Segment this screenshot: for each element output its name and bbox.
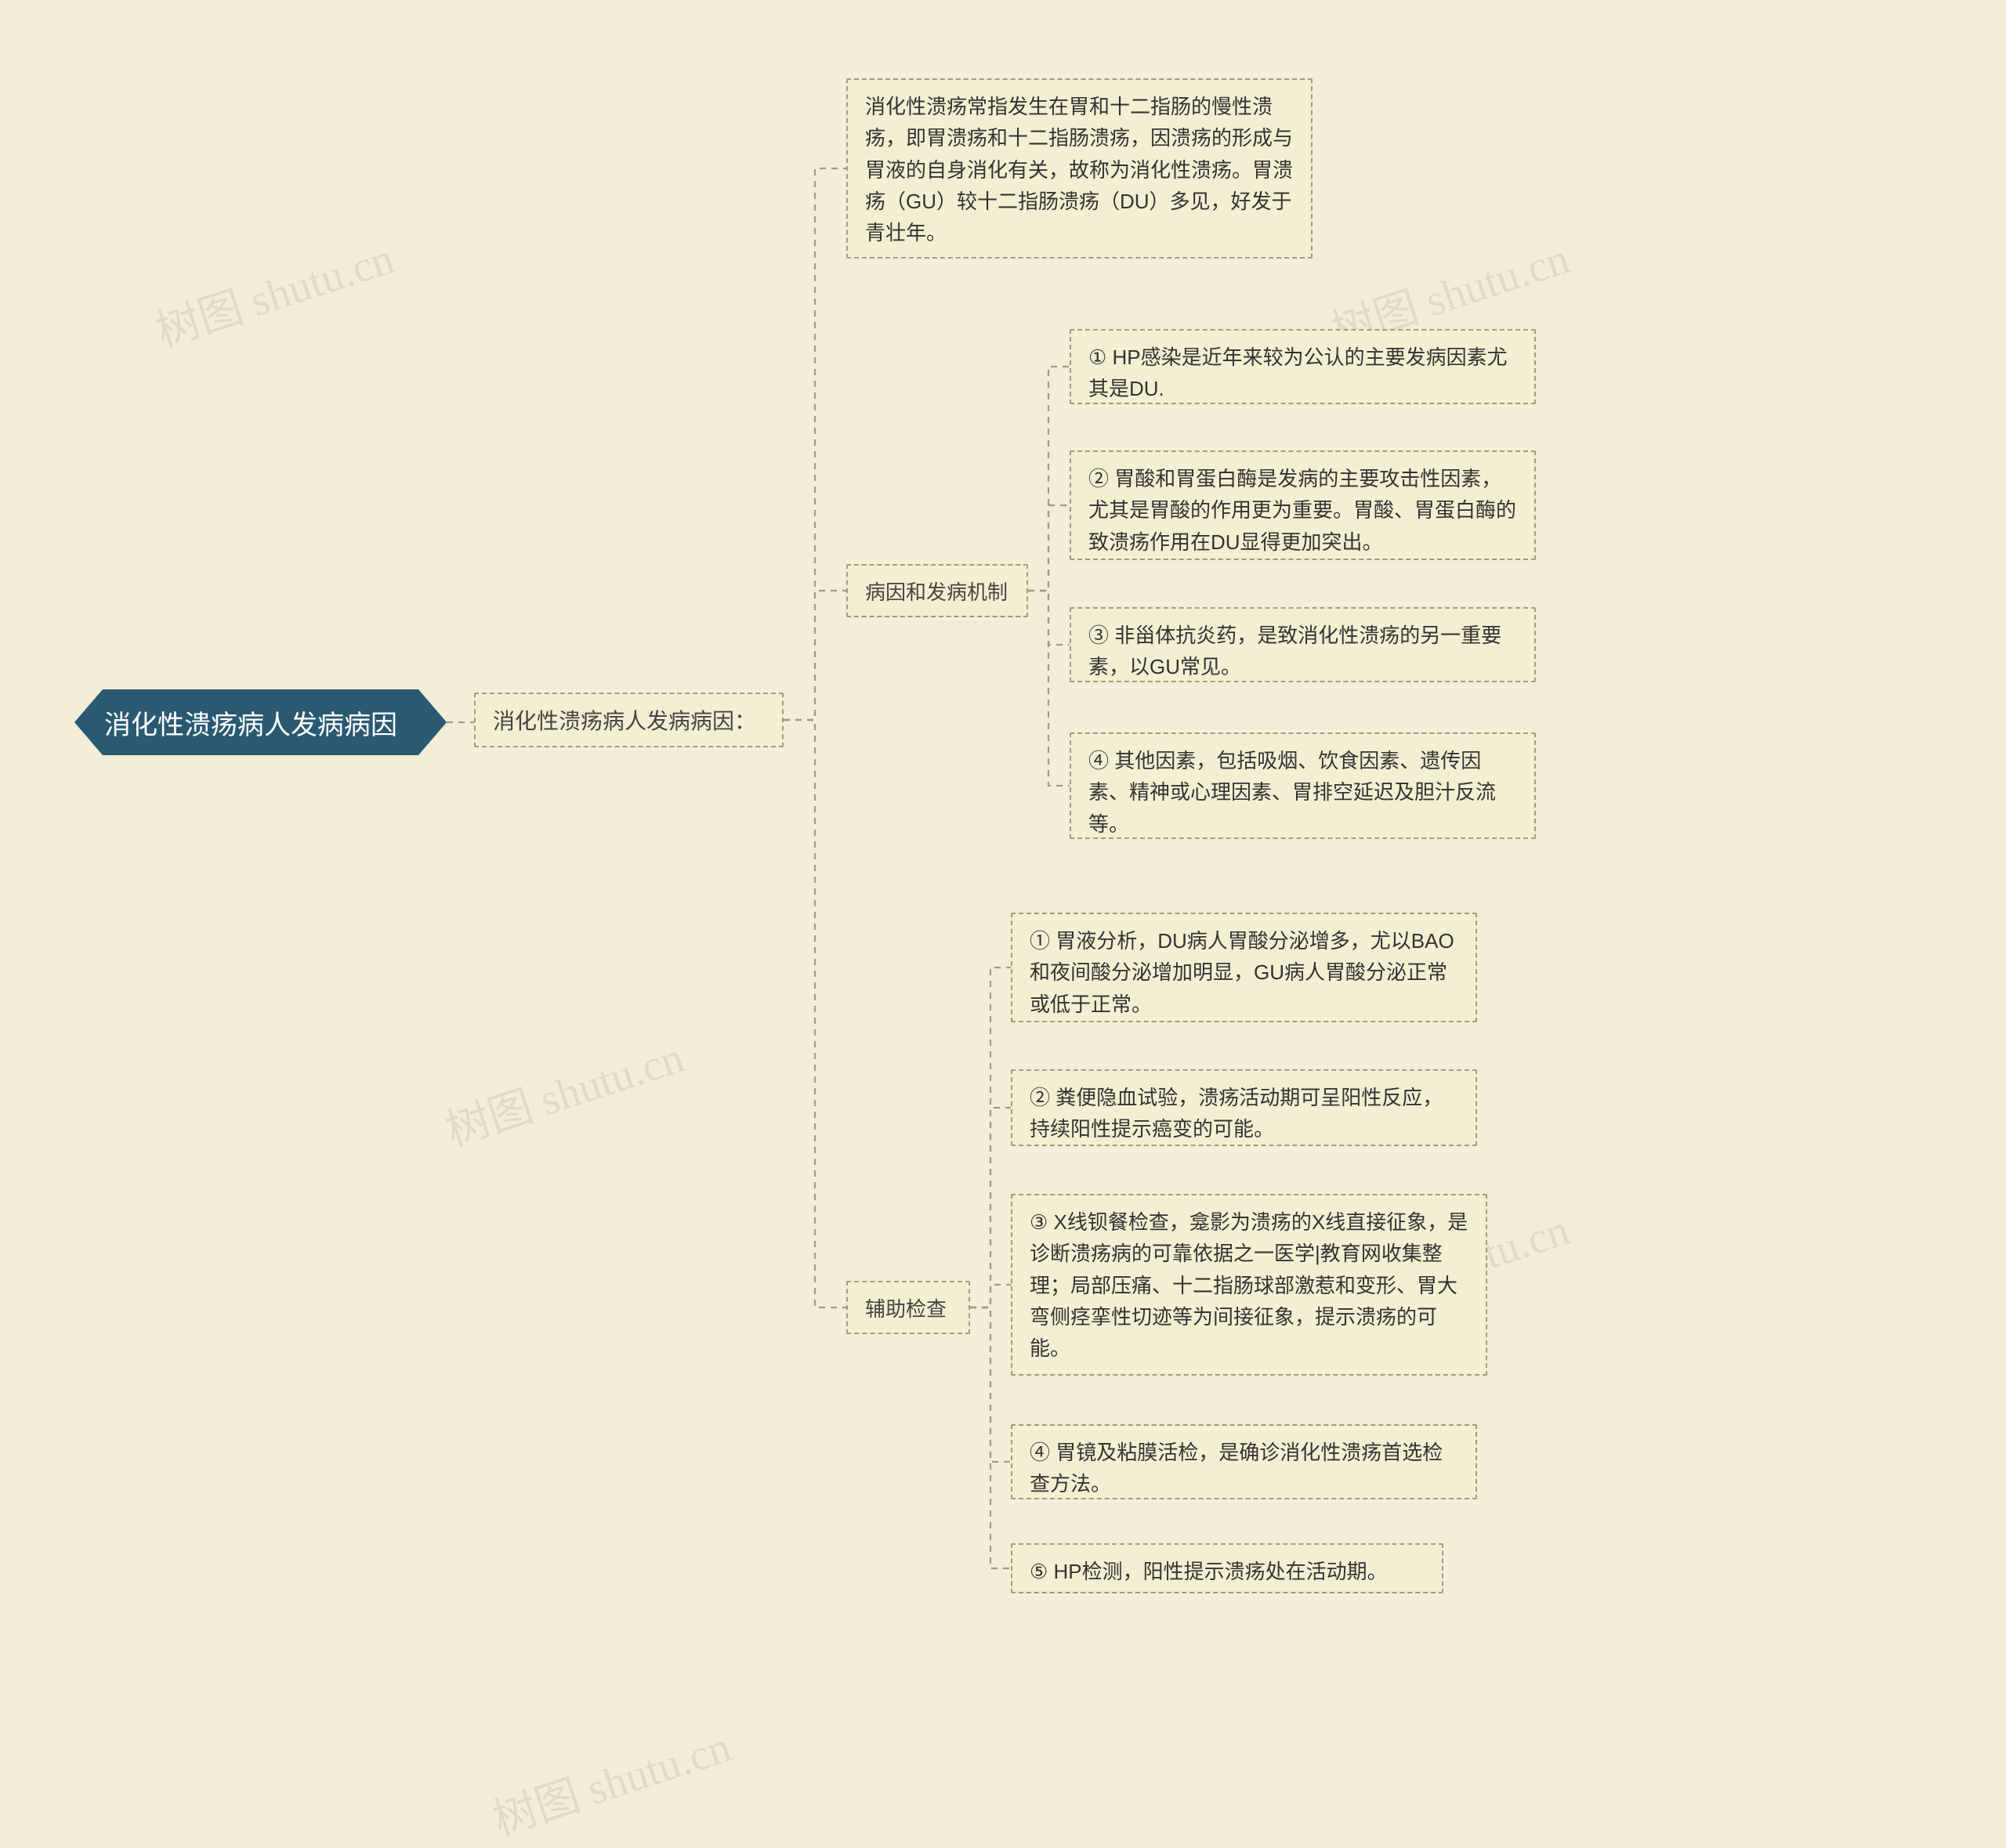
exam-child-3[interactable]: ③ X线钡餐检查，龛影为溃疡的X线直接征象，是诊断溃疡病的可靠依据之一医学|教育…: [1011, 1194, 1487, 1376]
cause-child-4[interactable]: ④ 其他因素，包括吸烟、饮食因素、遗传因素、精神或心理因素、胃排空延迟及胆汁反流…: [1070, 732, 1536, 839]
cause-child-1-label: ① HP感染是近年来较为公认的主要发病因素尤其是DU.: [1088, 342, 1517, 405]
exam-child-1[interactable]: ① 胃液分析，DU病人胃酸分泌增多，尤以BAO和夜间酸分泌增加明显，GU病人胃酸…: [1011, 913, 1477, 1022]
exam-parent-label: 辅助检查: [865, 1293, 947, 1322]
connector-layer: [0, 0, 2006, 1842]
cause-child-3[interactable]: ③ 非甾体抗炎药，是致消化性溃疡的另一重要素，以GU常见。: [1070, 607, 1536, 682]
cause-child-2[interactable]: ② 胃酸和胃蛋白酶是发病的主要攻击性因素，尤其是胃酸的作用更为重要。胃酸、胃蛋白…: [1070, 450, 1536, 560]
exam-parent-node[interactable]: 辅助检查: [846, 1281, 970, 1334]
cause-child-2-label: ② 胃酸和胃蛋白酶是发病的主要攻击性因素，尤其是胃酸的作用更为重要。胃酸、胃蛋白…: [1088, 463, 1517, 558]
intro-node-label: 消化性溃疡常指发生在胃和十二指肠的慢性溃疡，即胃溃疡和十二指肠溃疡，因溃疡的形成…: [865, 91, 1294, 248]
exam-child-3-label: ③ X线钡餐检查，龛影为溃疡的X线直接征象，是诊断溃疡病的可靠依据之一医学|教育…: [1030, 1206, 1468, 1364]
cause-child-3-label: ③ 非甾体抗炎药，是致消化性溃疡的另一重要素，以GU常见。: [1088, 620, 1517, 683]
watermark: 树图 shutu.cn: [147, 223, 400, 360]
root-node[interactable]: 消化性溃疡病人发病病因: [74, 689, 447, 755]
level2-node-label: 消化性溃疡病人发病病因：: [493, 704, 756, 736]
root-node-label: 消化性溃疡病人发病病因: [104, 703, 397, 742]
level2-node[interactable]: 消化性溃疡病人发病病因：: [474, 693, 784, 747]
cause-parent-label: 病因和发病机制: [865, 577, 1008, 606]
watermark: 树图 shutu.cn: [483, 1712, 737, 1848]
intro-node[interactable]: 消化性溃疡常指发生在胃和十二指肠的慢性溃疡，即胃溃疡和十二指肠溃疡，因溃疡的形成…: [846, 78, 1313, 259]
exam-child-5-label: ⑤ HP检测，阳性提示溃疡处在活动期。: [1030, 1556, 1388, 1587]
cause-child-1[interactable]: ① HP感染是近年来较为公认的主要发病因素尤其是DU.: [1070, 329, 1536, 404]
exam-child-2-label: ② 粪便隐血试验，溃疡活动期可呈阳性反应，持续阳性提示癌变的可能。: [1030, 1082, 1458, 1145]
exam-child-4-label: ④ 胃镜及粘膜活检，是确诊消化性溃疡首选检查方法。: [1030, 1437, 1458, 1500]
cause-child-4-label: ④ 其他因素，包括吸烟、饮食因素、遗传因素、精神或心理因素、胃排空延迟及胆汁反流…: [1088, 745, 1517, 840]
watermark: 树图 shutu.cn: [436, 1022, 690, 1159]
cause-parent-node[interactable]: 病因和发病机制: [846, 564, 1028, 617]
exam-child-4[interactable]: ④ 胃镜及粘膜活检，是确诊消化性溃疡首选检查方法。: [1011, 1424, 1477, 1499]
exam-child-2[interactable]: ② 粪便隐血试验，溃疡活动期可呈阳性反应，持续阳性提示癌变的可能。: [1011, 1069, 1477, 1146]
exam-child-5[interactable]: ⑤ HP检测，阳性提示溃疡处在活动期。: [1011, 1543, 1443, 1593]
exam-child-1-label: ① 胃液分析，DU病人胃酸分泌增多，尤以BAO和夜间酸分泌增加明显，GU病人胃酸…: [1030, 925, 1458, 1020]
